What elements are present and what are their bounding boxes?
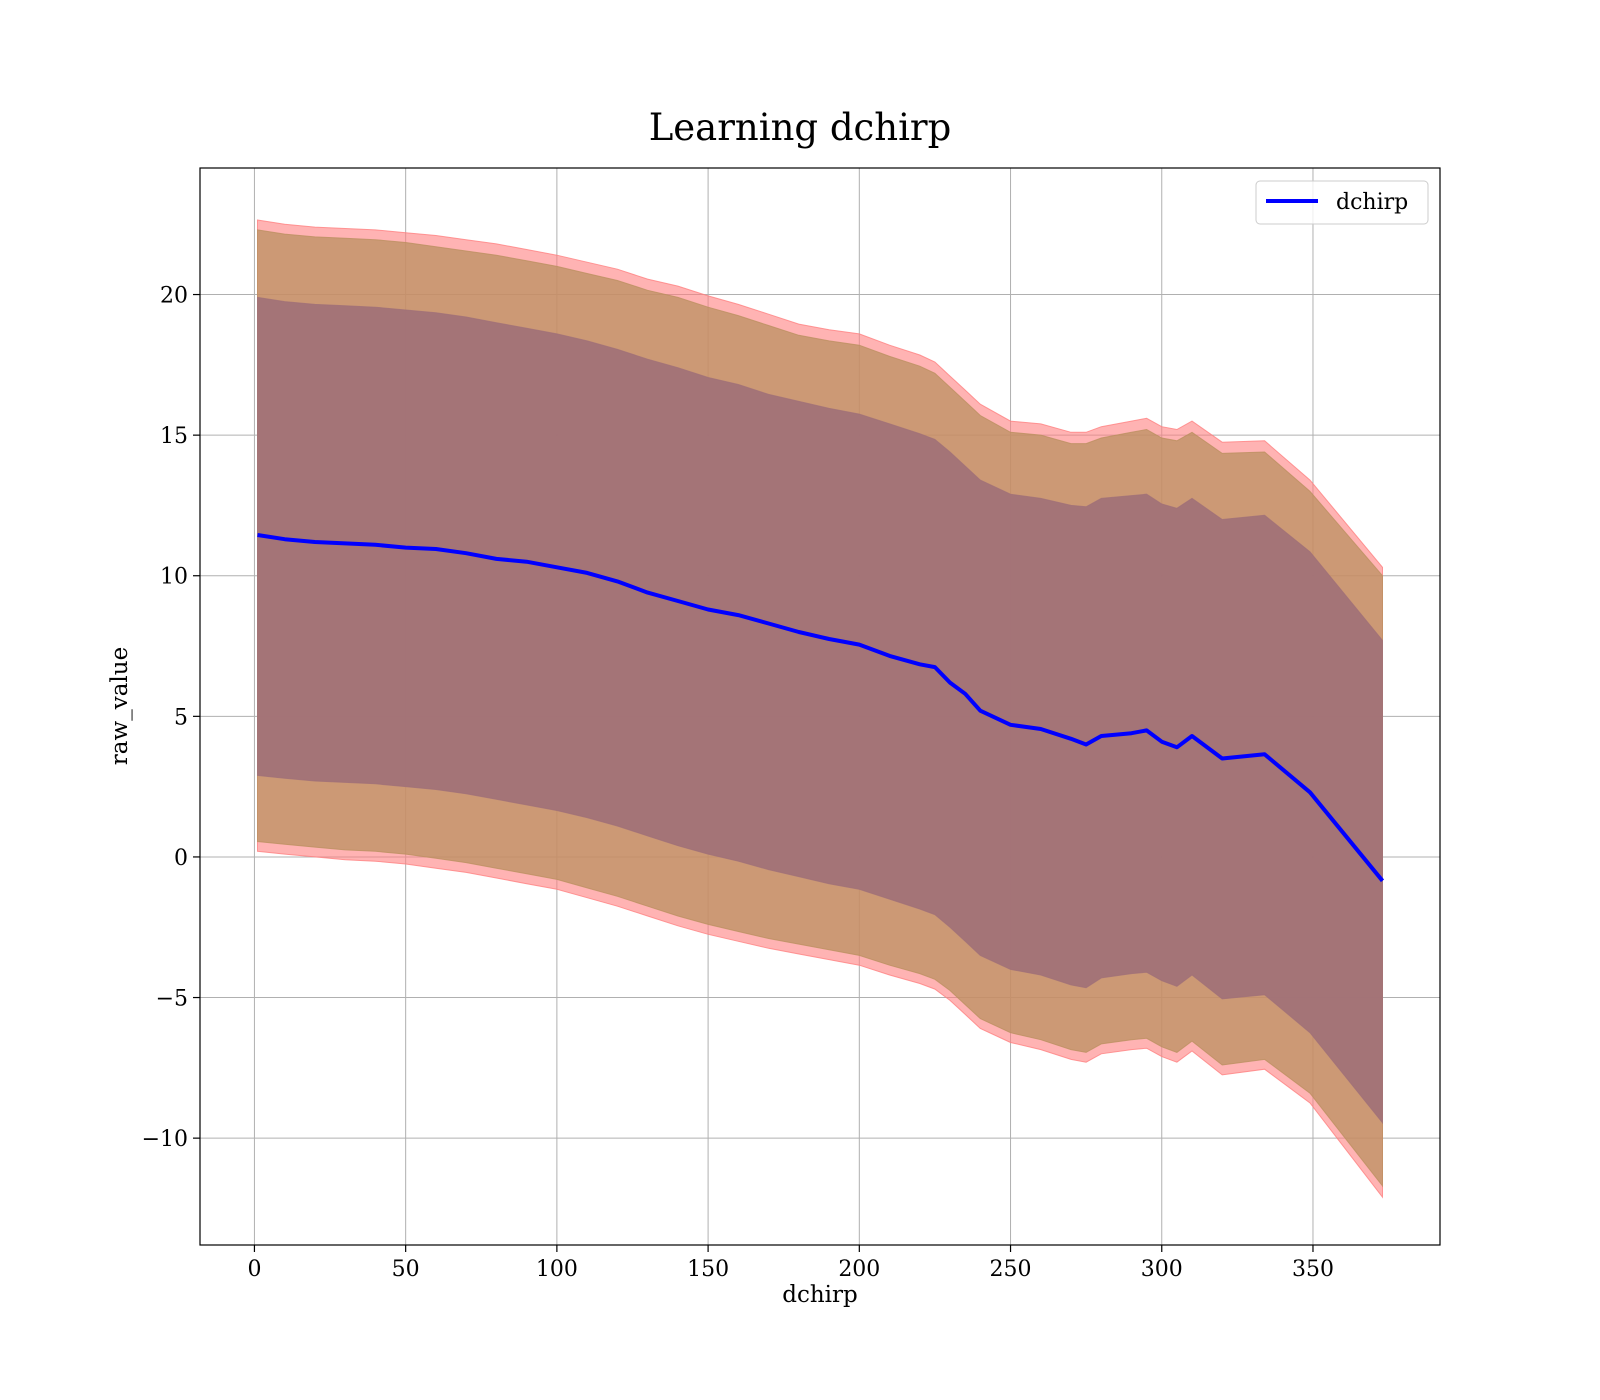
legend: dchirp xyxy=(1255,180,1429,225)
x-tick-label: 50 xyxy=(392,1257,420,1282)
lines xyxy=(257,533,1385,883)
x-axis-label: dchirp xyxy=(782,1282,858,1308)
y-tick-label: 5 xyxy=(174,705,188,730)
x-tick-label: 250 xyxy=(990,1257,1032,1282)
y-axis-label: raw_value xyxy=(107,647,133,765)
x-tick-label: 100 xyxy=(536,1257,578,1282)
y-axis-ticks: −10 −5 0 5 10 15 20 xyxy=(142,284,200,1152)
y-tick-label: −5 xyxy=(156,987,188,1012)
y-tick-label: −10 xyxy=(142,1127,188,1152)
x-axis-ticks: 0 50 100 150 200 250 300 350 xyxy=(247,1245,1334,1282)
x-tick-label: 150 xyxy=(687,1257,729,1282)
inner-band xyxy=(257,296,1383,1125)
y-tick-label: 20 xyxy=(160,284,188,309)
plot-frame xyxy=(199,167,1441,1246)
x-tick-label: 200 xyxy=(838,1257,880,1282)
series-line-dchirp xyxy=(257,533,1385,883)
x-tick-label: 0 xyxy=(247,1257,261,1282)
legend-box xyxy=(1255,180,1429,225)
bands xyxy=(257,219,1383,1199)
legend-entry-dchirp: dchirp xyxy=(1336,190,1408,215)
y-tick-label: 10 xyxy=(160,565,188,590)
chart-title: Learning dchirp xyxy=(649,106,952,149)
y-tick-label: 0 xyxy=(174,846,188,871)
x-tick-label: 300 xyxy=(1141,1257,1183,1282)
x-tick-label: 350 xyxy=(1292,1257,1334,1282)
y-tick-label: 15 xyxy=(160,424,188,449)
